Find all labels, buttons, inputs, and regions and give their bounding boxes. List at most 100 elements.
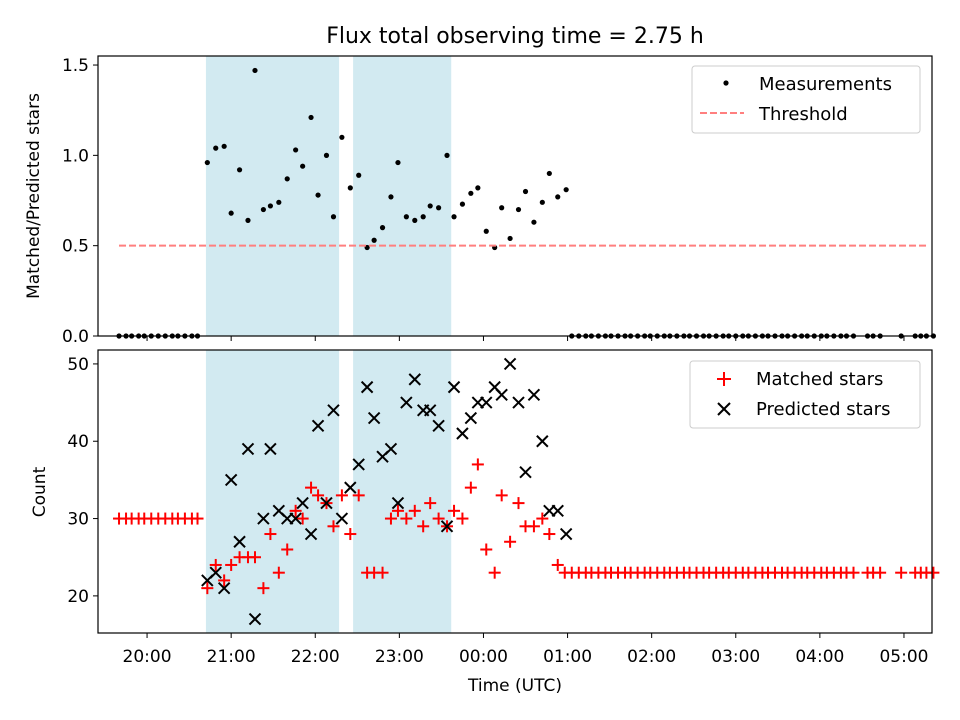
measurements-point <box>515 206 522 213</box>
measurements-point <box>451 214 457 220</box>
predicted-stars-point <box>480 396 493 409</box>
predicted-stars-point <box>495 388 508 402</box>
top-y-ticks: 0.0 0.5 1.0 1.5 <box>62 56 98 347</box>
x-axis-label: Time (UTC) <box>467 676 562 696</box>
matched-stars-point <box>289 504 302 517</box>
predicted-stars-point <box>423 404 437 417</box>
x-tick-label: 23:00 <box>375 647 424 667</box>
matched-stars-point <box>209 558 222 571</box>
x-tick-label: 04:00 <box>795 647 844 667</box>
matched-stars-point <box>874 566 887 579</box>
matched-stars-point <box>218 574 231 587</box>
observing-interval-2 <box>353 56 452 336</box>
matched-stars-point <box>480 543 493 556</box>
measurements-point <box>276 199 282 205</box>
chart-title: Flux total observing time = 2.75 h <box>326 24 704 49</box>
predicted-stars-point <box>352 458 365 471</box>
bottom-legend-box <box>689 360 921 429</box>
measurements-point <box>315 192 321 198</box>
matched-stars-point <box>305 481 318 494</box>
measurements-point <box>371 237 377 243</box>
predicted-stars-point <box>311 419 325 432</box>
predicted-stars-point <box>559 527 573 541</box>
measurements-point <box>563 187 569 193</box>
top-y-axis-label: Matched/Predicted stars <box>24 93 44 299</box>
matched-stars-point <box>488 566 501 579</box>
predicted-stars-point <box>264 442 277 456</box>
x-tick-label: 01:00 <box>543 647 592 667</box>
predicted-stars-point <box>400 396 413 409</box>
predicted-stars-point <box>360 380 374 394</box>
matched-stars-point <box>248 551 261 564</box>
matched-stars-point <box>448 504 461 517</box>
measurements-point <box>308 114 314 121</box>
x-tick-label: 02:00 <box>627 647 676 667</box>
matched-stars-point <box>257 582 270 595</box>
measurements-point <box>444 152 450 158</box>
predicted-stars-point <box>344 481 357 494</box>
legend-label-measurements: Measurements <box>759 74 892 95</box>
matched-stars-point <box>201 582 214 595</box>
matched-stars-point <box>376 566 389 579</box>
predicted-stars-point <box>527 388 541 402</box>
predicted-stars-point <box>536 435 549 448</box>
matched-stars-point <box>424 497 437 510</box>
matched-stars-point <box>191 512 204 525</box>
matched-stars-point <box>512 497 525 510</box>
bottom-panel: 20 30 40 50 20:00 21:00 22:00 23:00 00:00 01:00 0… <box>30 349 940 696</box>
legend-marker-predicted <box>717 402 731 416</box>
bottom-shaded-intervals <box>205 350 452 633</box>
y-tick-label: 30 <box>67 510 89 530</box>
measurements-point <box>499 205 505 211</box>
predicted-stars-point <box>464 411 478 425</box>
measurements-point <box>356 172 362 178</box>
matched-stars-point <box>264 528 277 541</box>
measurements-point <box>420 214 426 220</box>
measurements-point <box>213 145 219 151</box>
predicted-stars-point <box>335 512 349 525</box>
measurements-point <box>228 210 234 216</box>
measurements-point <box>330 214 337 220</box>
measurements-point <box>252 67 258 74</box>
matched-stars-point <box>495 489 508 502</box>
measurements-point <box>459 201 466 207</box>
predicted-stars-point <box>367 411 381 425</box>
measurements-point <box>395 159 401 166</box>
matched-stars-point <box>895 566 908 579</box>
matched-stars-point <box>335 489 348 502</box>
measurements-point <box>388 194 394 200</box>
bottom-legend: Matched stars Predicted stars <box>689 360 921 429</box>
matched-stars-point <box>504 535 517 548</box>
predicted-stars-point <box>327 404 340 417</box>
bottom-y-axis-label: Count <box>30 466 50 517</box>
matched-stars-point <box>551 558 564 571</box>
predicted-stars-point <box>440 520 454 533</box>
bottom-x-ticks: 20:00 21:00 22:00 23:00 00:00 01:00 02:00 03:00… <box>123 633 928 667</box>
predicted-stars-point <box>384 442 398 456</box>
bottom-marks <box>113 357 940 626</box>
measurements-point <box>260 206 266 213</box>
predicted-stars-point <box>233 535 246 548</box>
measurements-point <box>507 235 513 242</box>
matched-stars-point <box>344 528 357 541</box>
matched-stars-point <box>400 512 413 525</box>
y-tick-label: 1.0 <box>62 146 89 166</box>
legend-label-predicted: Predicted stars <box>756 399 890 420</box>
y-tick-label: 40 <box>67 432 89 452</box>
observing-interval-2 <box>353 350 452 633</box>
predicted-stars-point <box>512 396 525 409</box>
measurements-point <box>293 147 299 153</box>
measurements-point <box>245 217 251 223</box>
top-panel: 0.0 0.5 1.0 1.5 Matched/Predicted stars Mea… <box>24 55 937 347</box>
matched-stars-point <box>847 566 860 579</box>
y-tick-label: 0.0 <box>62 327 89 347</box>
y-tick-label: 0.5 <box>62 237 89 257</box>
matched-stars-point <box>391 504 404 517</box>
bottom-y-ticks: 20 30 40 50 <box>67 355 98 607</box>
y-tick-label: 20 <box>67 587 89 607</box>
top-x-ticks <box>146 336 905 341</box>
matched-stars-point <box>312 489 325 502</box>
predicted-stars-point <box>456 427 469 440</box>
y-tick-label: 50 <box>67 355 89 375</box>
